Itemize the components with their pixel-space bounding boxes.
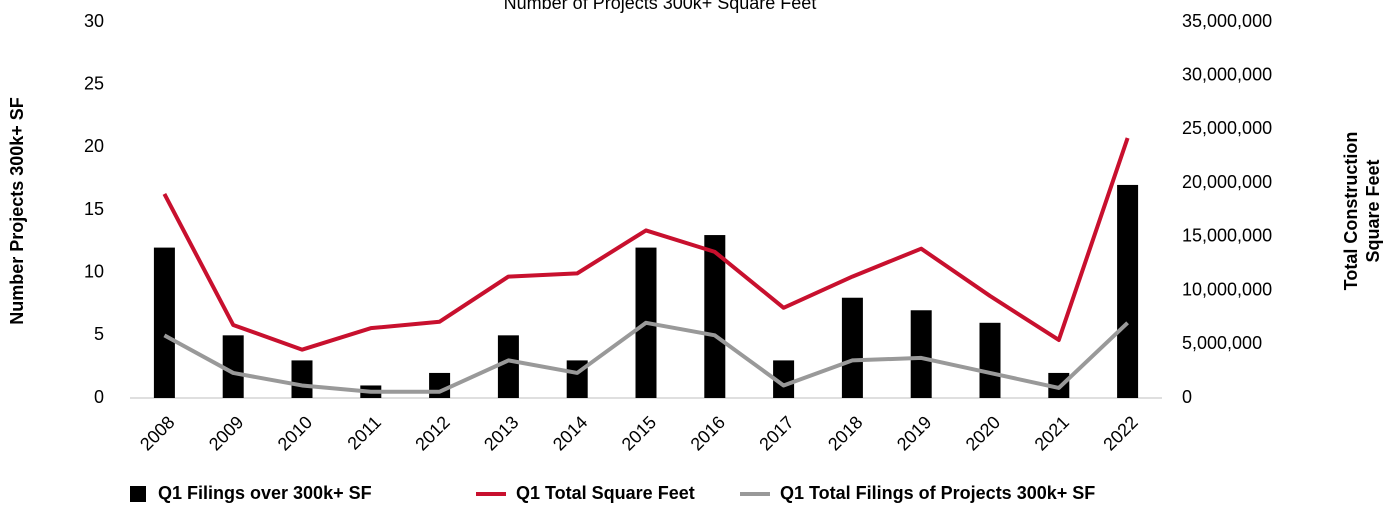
legend-swatch	[130, 486, 146, 502]
y-tick-label: 25	[84, 73, 104, 93]
y-tick-label: 15	[84, 199, 104, 219]
y-axis-title: Number Projects 300k+ SF	[7, 97, 27, 325]
bar	[153, 247, 175, 398]
y2-tick-label: 5,000,000	[1182, 333, 1262, 353]
legend-label: Q1 Total Filings of Projects 300k+ SF	[780, 483, 1095, 503]
x-tick-label: 2022	[1099, 412, 1141, 454]
bar	[291, 360, 313, 398]
chart-title: Number of Projects 300k+ Square Feet	[504, 0, 817, 13]
y-tick-label: 20	[84, 136, 104, 156]
y2-tick-label: 15,000,000	[1182, 226, 1272, 246]
x-tick-label: 2009	[205, 412, 247, 454]
x-tick-label: 2020	[962, 412, 1004, 454]
x-tick-label: 2012	[411, 412, 453, 454]
bar	[841, 297, 863, 398]
bar	[1117, 184, 1139, 398]
x-tick-label: 2010	[274, 412, 316, 454]
y-tick-label: 0	[94, 387, 104, 407]
x-tick-label: 2018	[824, 412, 866, 454]
y2-tick-label: 30,000,000	[1182, 64, 1272, 84]
y-tick-label: 10	[84, 261, 104, 281]
bar	[910, 310, 932, 398]
y2-tick-label: 10,000,000	[1182, 279, 1272, 299]
bar	[429, 372, 451, 398]
x-tick-label: 2015	[618, 412, 660, 454]
x-tick-label: 2011	[343, 412, 385, 454]
legend-label: Q1 Filings over 300k+ SF	[158, 483, 372, 503]
y2-tick-label: 35,000,000	[1182, 11, 1272, 31]
bar	[704, 235, 726, 398]
x-tick-label: 2014	[549, 412, 591, 454]
line	[162, 137, 1130, 352]
x-tick-label: 2016	[687, 412, 729, 454]
bar	[979, 322, 1001, 398]
y-tick-label: 30	[84, 11, 104, 31]
y2-tick-label: 20,000,000	[1182, 172, 1272, 192]
y2-axis-title: Square Feet	[1363, 159, 1383, 262]
y2-tick-label: 25,000,000	[1182, 118, 1272, 138]
legend-label: Q1 Total Square Feet	[516, 483, 695, 503]
x-tick-label: 2017	[755, 412, 797, 454]
bar	[497, 335, 519, 398]
x-tick-label: 2008	[136, 412, 178, 454]
y-tick-label: 5	[94, 324, 104, 344]
line	[163, 320, 1129, 394]
x-tick-label: 2019	[893, 412, 935, 454]
y2-axis-title: Total Construction	[1341, 132, 1361, 291]
y2-tick-label: 0	[1182, 387, 1192, 407]
bar	[222, 335, 244, 398]
bar	[773, 360, 795, 398]
x-tick-label: 2013	[480, 412, 522, 454]
x-tick-label: 2021	[1031, 412, 1073, 454]
